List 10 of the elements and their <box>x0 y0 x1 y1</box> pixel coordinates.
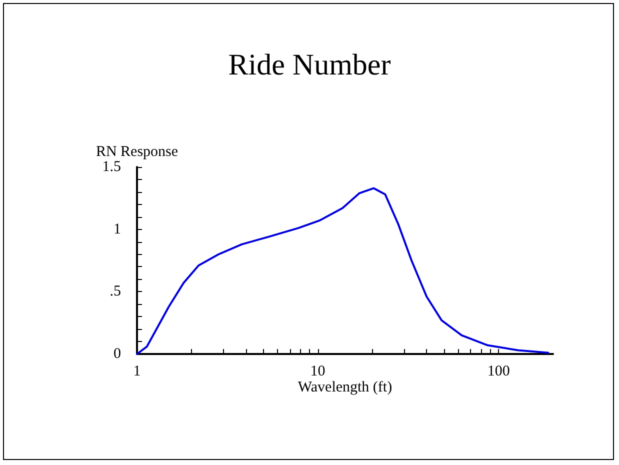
x-axis-title: Wavelength (ft) <box>298 379 392 396</box>
y-tick-label: .5 <box>110 284 121 300</box>
y-axis-title: RN Response <box>96 144 178 160</box>
y-tick-label: 1.5 <box>102 159 121 175</box>
y-tick-label: 0 <box>114 346 121 362</box>
x-tick-label: 10 <box>310 364 326 380</box>
x-tick-label: 1 <box>133 364 141 380</box>
y-tick-label: 1 <box>114 221 121 238</box>
chart-title: Ride Number <box>228 48 391 82</box>
x-tick-label: 100 <box>487 364 510 380</box>
